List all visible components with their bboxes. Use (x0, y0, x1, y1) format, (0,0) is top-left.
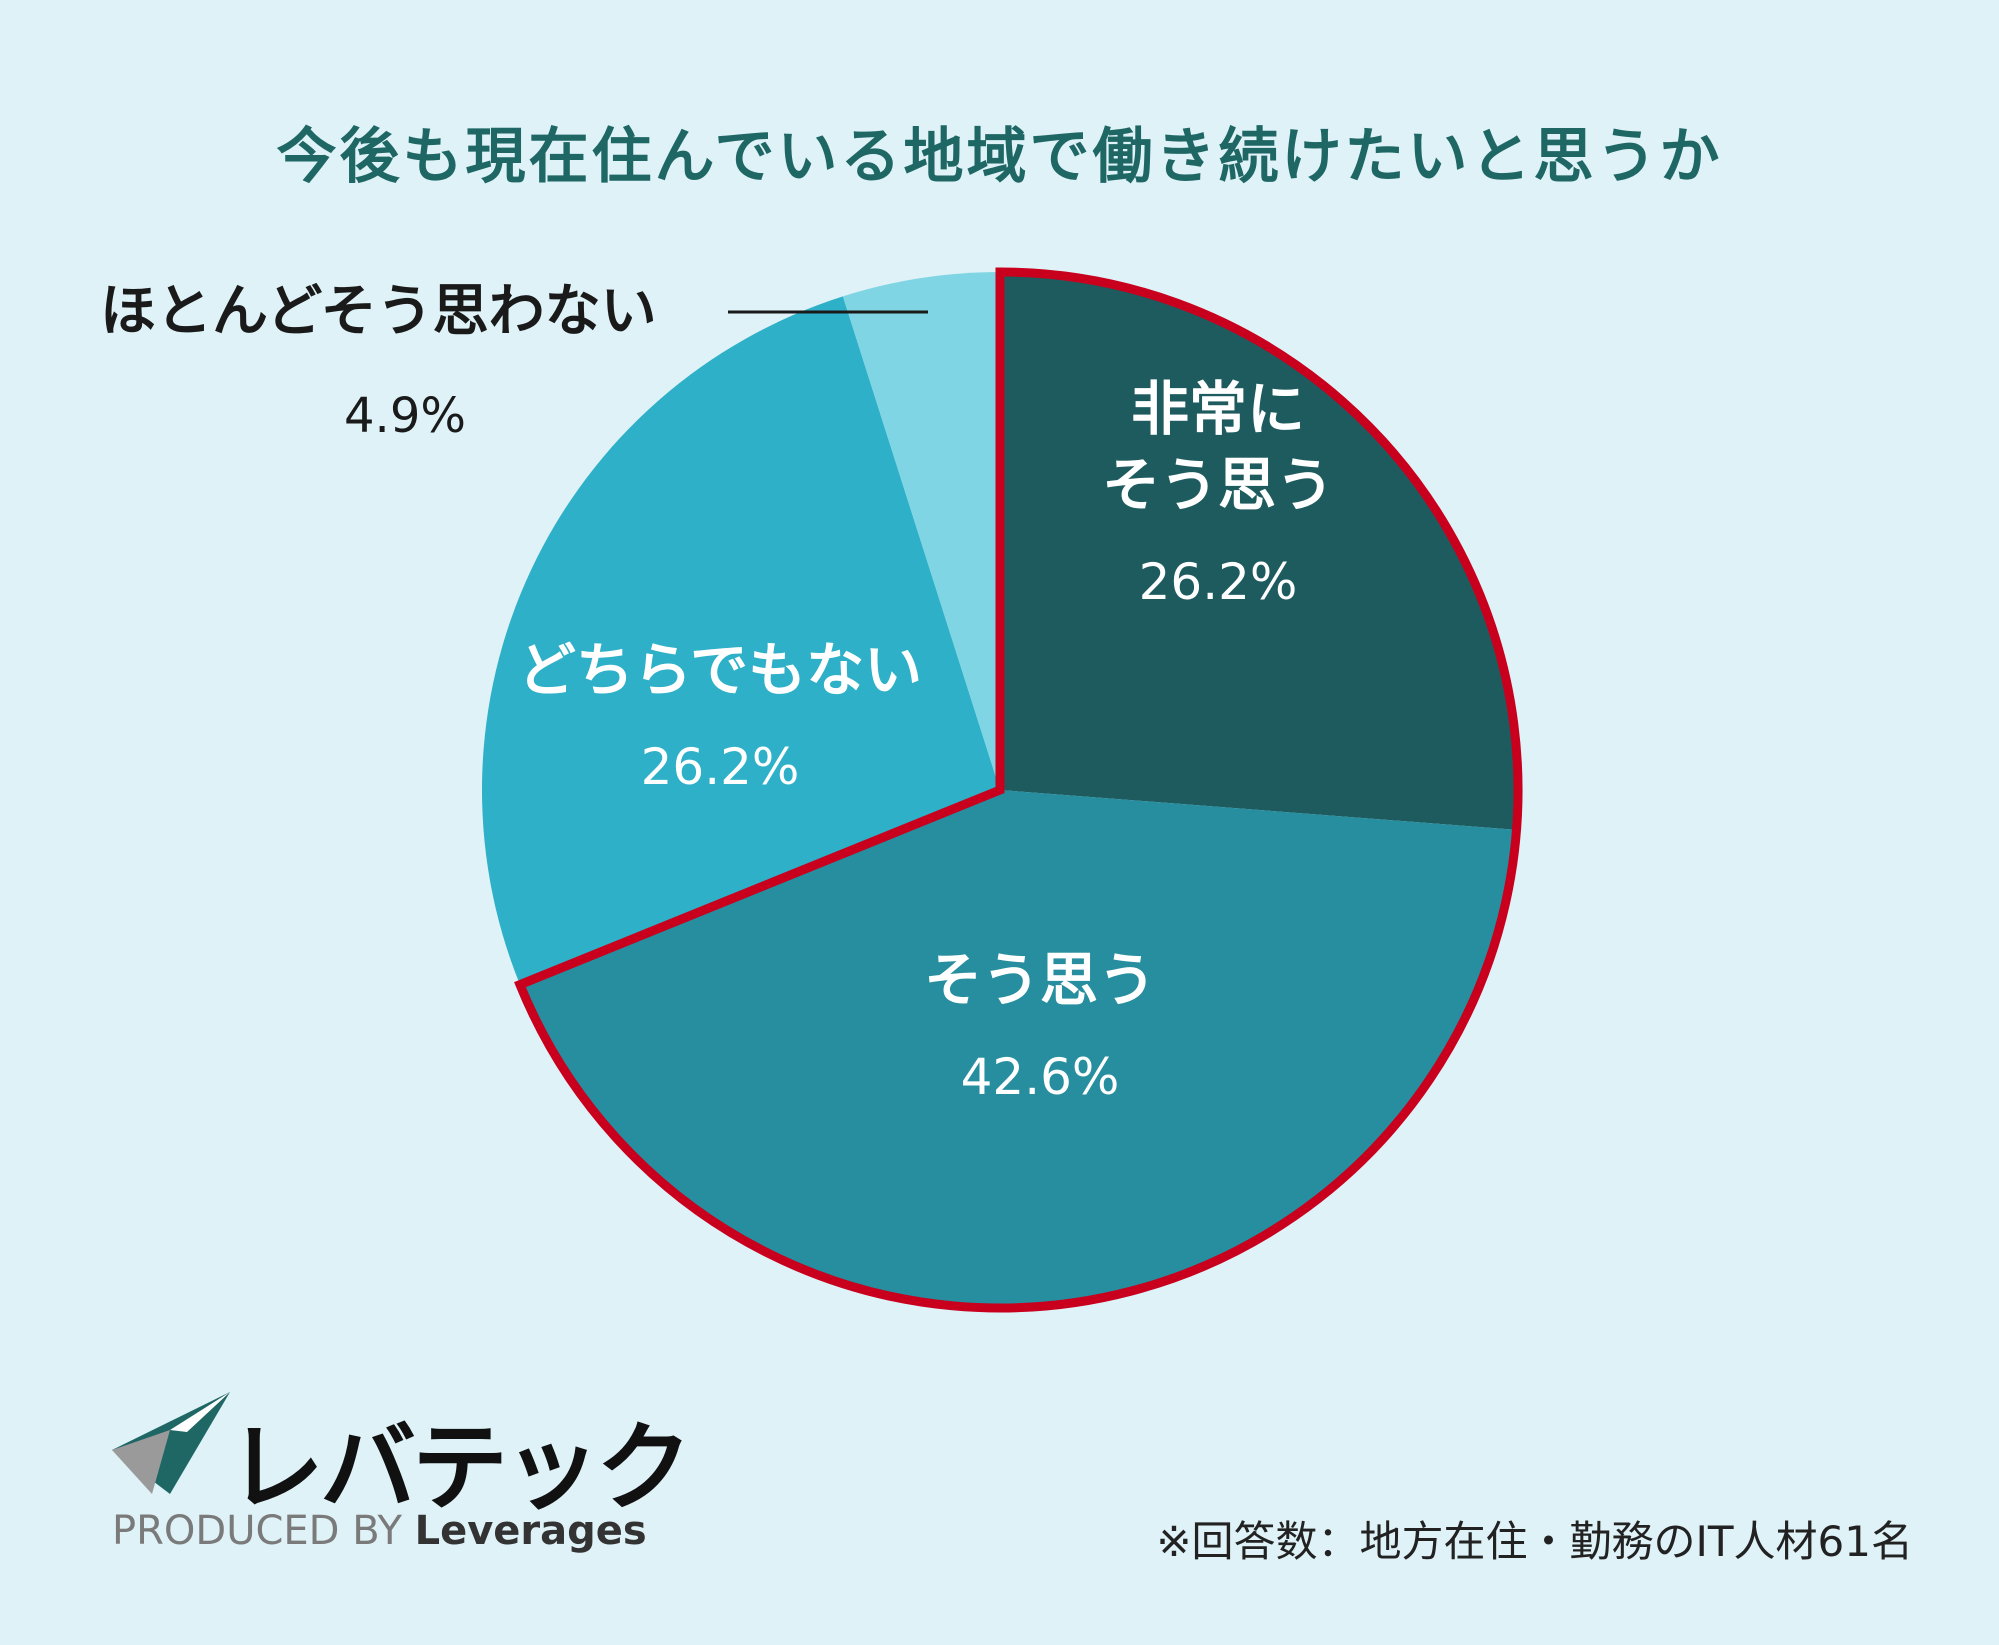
slice-value-2: 42.6% (961, 1048, 1120, 1106)
produced-brand: Leverages (414, 1508, 647, 1554)
chart-title: 今後も現在住んでいる地域で働き続けたいと思うか (276, 122, 1723, 192)
leverages-logo-mark (112, 1392, 230, 1494)
slice-value-1: 26.2% (1139, 553, 1298, 611)
logo-wordmark: レバテック (228, 1412, 692, 1524)
highlight-outline (514, 267, 1523, 1313)
pie-slice-2 (519, 790, 1517, 1308)
slice-label-2: そう思う (924, 946, 1156, 1014)
slice-label-1: 非常に (1131, 375, 1305, 443)
footnote: ※回答数：地方在住・勤務のIT人材61名 (1156, 1517, 1913, 1566)
slice-value-3: 26.2% (641, 738, 800, 796)
pie-slice-4 (842, 272, 1000, 790)
slice-label-3: どちらでもない (518, 636, 922, 704)
produced-prefix: PRODUCED BY (112, 1508, 402, 1554)
pie-slice-1 (1000, 272, 1518, 830)
outside-value: 4.9% (344, 388, 466, 444)
produced-by: PRODUCED BY Leverages (112, 1508, 647, 1554)
pie-slice-3 (481, 296, 1000, 985)
slice-label-1: そう思う (1102, 451, 1334, 519)
outside-label: ほとんどそう思わない (100, 279, 657, 344)
